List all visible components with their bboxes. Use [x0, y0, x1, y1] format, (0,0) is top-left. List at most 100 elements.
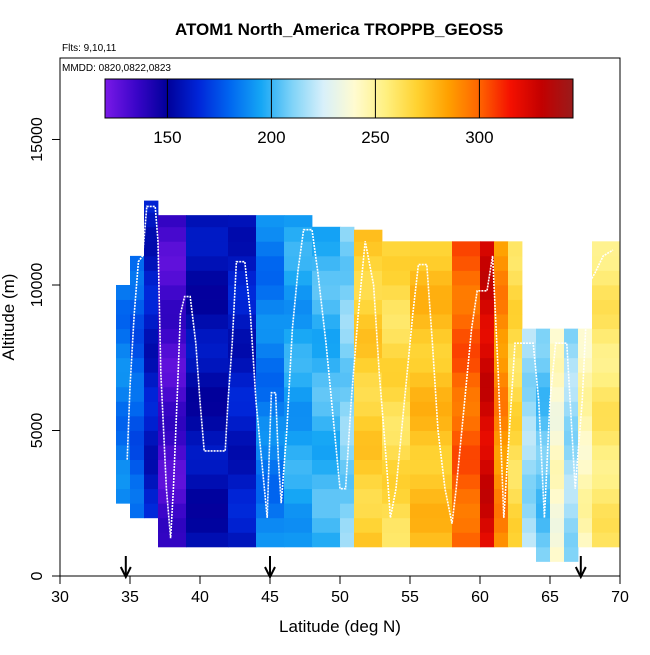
heatmap-cell: [522, 474, 537, 490]
heatmap-cell: [158, 314, 187, 330]
heatmap-cell: [522, 386, 537, 402]
heatmap-cell: [452, 445, 481, 460]
heatmap-cell: [144, 212, 159, 228]
heatmap-cell: [158, 445, 187, 460]
heatmap-cell: [144, 430, 159, 446]
heatmap-cell: [144, 386, 159, 402]
heatmap-cell: [480, 241, 495, 257]
heatmap-cell: [550, 401, 565, 417]
heatmap-cell: [228, 372, 257, 388]
heatmap-cell: [494, 299, 509, 315]
heatmap-cell: [144, 284, 159, 300]
heatmap-cell: [592, 255, 620, 271]
heatmap-cell: [130, 503, 145, 519]
heatmap-cell: [284, 343, 313, 359]
heatmap-cell: [494, 415, 509, 431]
heatmap-cell: [158, 343, 187, 359]
heatmap-cell: [592, 415, 620, 431]
heatmap-cell: [228, 474, 257, 490]
heatmap-cell: [452, 488, 481, 504]
heatmap-cell: [508, 415, 523, 431]
heatmap-cell: [158, 215, 187, 228]
heatmap-cell: [228, 401, 257, 417]
heatmap-cell: [256, 299, 285, 315]
heatmap-cell: [186, 284, 229, 300]
x-tick-label: 70: [611, 589, 629, 606]
heatmap-cell: [382, 314, 411, 330]
heatmap-cell: [410, 299, 453, 315]
heatmap-cell: [130, 372, 145, 388]
heatmap-cell: [522, 372, 537, 388]
heatmap-cell: [480, 314, 495, 330]
heatmap-cell: [312, 241, 341, 257]
heatmap-cell: [256, 386, 285, 402]
heatmap-cell: [592, 343, 620, 359]
heatmap-cell: [354, 445, 383, 460]
heatmap-cell: [340, 226, 355, 242]
heatmap-cell: [564, 430, 579, 446]
heatmap-cell: [382, 401, 411, 417]
heatmap-cell: [508, 488, 523, 504]
heatmap-cell: [116, 488, 131, 504]
heatmap-cell: [354, 357, 383, 373]
heatmap-cell: [564, 517, 579, 533]
heatmap-cell: [536, 430, 551, 446]
heatmap-cell: [592, 357, 620, 373]
heatmap-cell: [522, 357, 537, 373]
heatmap-cell: [354, 372, 383, 388]
heatmap-cell: [284, 503, 313, 519]
flights-annotation: Flts: 9,10,11: [62, 43, 117, 54]
heatmap-cell: [410, 415, 453, 431]
heatmap-cell: [284, 372, 313, 388]
heatmap-cell: [158, 270, 187, 286]
heatmap-cell: [228, 488, 257, 504]
heatmap-cell: [592, 284, 620, 300]
heatmap-cell: [144, 474, 159, 490]
heatmap-cell: [228, 241, 257, 257]
heatmap-cell: [578, 517, 593, 533]
heatmap-cell: [578, 503, 593, 519]
heatmap-cell: [354, 474, 383, 490]
heatmap-cell: [410, 255, 453, 271]
heatmap-cell: [452, 328, 481, 344]
heatmap-cell: [340, 503, 355, 519]
heatmap-cell: [312, 299, 341, 315]
colorbar: 150 200 250 300: [104, 78, 574, 147]
heatmap-cell: [340, 430, 355, 446]
heatmap-cell: [144, 270, 159, 286]
heatmap-cell: [410, 372, 453, 388]
y-tick-label: 5000: [29, 413, 46, 449]
heatmap-cell: [508, 474, 523, 490]
heatmap-cell: [480, 270, 495, 286]
heatmap-cell: [592, 459, 620, 475]
heatmap-cell: [578, 488, 593, 504]
heatmap-cell: [354, 328, 383, 344]
heatmap-cell: [564, 357, 579, 373]
colorbar-tick-label: 150: [153, 128, 181, 147]
heatmap-cell: [550, 488, 565, 504]
heatmap-cell: [382, 532, 411, 548]
heatmap-cell: [284, 255, 313, 271]
heatmap-cell: [158, 357, 187, 373]
y-tick-label: 15000: [29, 117, 46, 162]
heatmap-cell: [382, 284, 411, 300]
heatmap-cell: [578, 459, 593, 475]
heatmap-cell: [158, 255, 187, 271]
heatmap-cell: [494, 474, 509, 490]
heatmap-cell: [452, 270, 481, 286]
heatmap-cell: [340, 401, 355, 417]
heatmap-cell: [340, 474, 355, 490]
heatmap-cell: [536, 503, 551, 519]
heatmap-cell: [382, 328, 411, 344]
heatmap-cell: [186, 314, 229, 330]
heatmap-cell: [228, 445, 257, 460]
heatmap-cell: [256, 255, 285, 271]
heatmap-cell: [158, 474, 187, 490]
heatmap-cell: [480, 401, 495, 417]
heatmap-cell: [144, 343, 159, 359]
heatmap-cell: [312, 270, 341, 286]
heatmap-cell: [522, 328, 537, 344]
heatmap-cell: [256, 328, 285, 344]
heatmap-cell: [158, 401, 187, 417]
heatmap-cell: [508, 299, 523, 315]
